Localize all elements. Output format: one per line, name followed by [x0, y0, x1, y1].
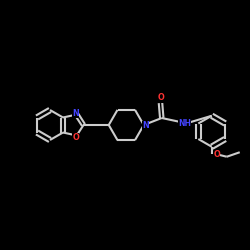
Text: NH: NH — [178, 119, 191, 128]
Text: O: O — [72, 132, 79, 141]
Text: O: O — [214, 150, 220, 159]
Text: O: O — [157, 94, 164, 102]
Text: N: N — [72, 108, 79, 118]
Text: N: N — [142, 120, 149, 130]
